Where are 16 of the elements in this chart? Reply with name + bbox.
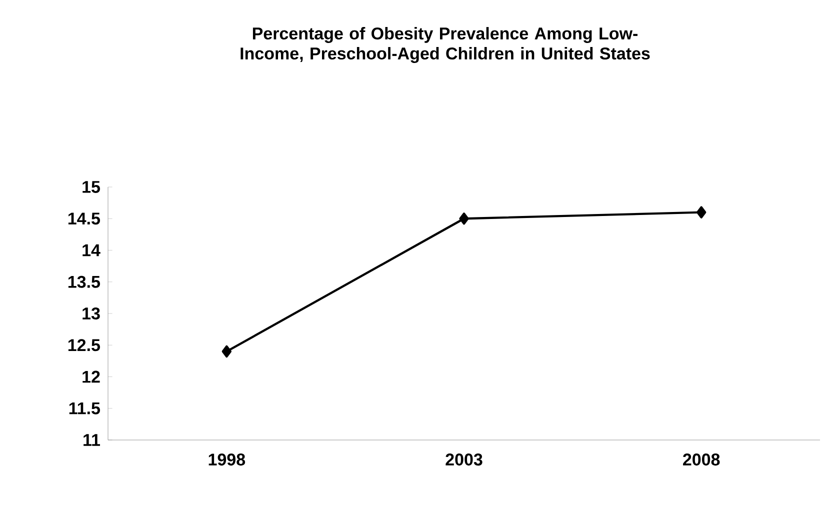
point	[459, 212, 469, 225]
y-tick-label: 14.5	[68, 212, 100, 225]
x-tick-label: 2003	[446, 454, 482, 466]
chart-title: Percentage of Obesity Prevalence Among Low-Income, Preschool-Aged Children in United States	[240, 27, 650, 63]
y-tick-label: 12.5	[68, 339, 100, 352]
y-tick-label: 14	[82, 244, 100, 256]
point	[222, 345, 232, 358]
point	[696, 206, 706, 218]
y-tick-label: 12	[82, 370, 100, 383]
y-tick-label: 13.5	[68, 276, 100, 288]
y-tick-label: 13	[82, 307, 100, 320]
x-tick-label: 1998	[208, 454, 246, 466]
y-tick-label: 11	[84, 434, 100, 446]
y-tick-label: 15	[82, 181, 100, 193]
x-tick-label: 2008	[683, 454, 720, 466]
y-tick-label: 11.5	[69, 402, 100, 414]
